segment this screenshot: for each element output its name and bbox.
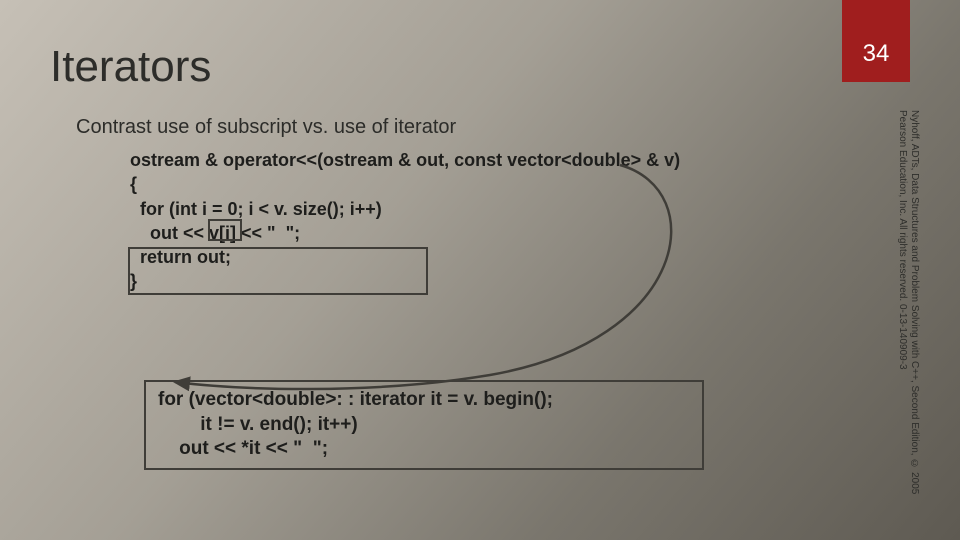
code-line: it != v. end(); it++) <box>158 414 358 435</box>
slide-title: Iterators <box>50 42 211 92</box>
page-number-box: 34 <box>842 0 910 82</box>
code-block-iterator: for (vector<double>: : iterator it = v. … <box>158 388 690 462</box>
box-iterator-code: for (vector<double>: : iterator it = v. … <box>144 380 704 470</box>
copyright-footer: Nyhoff, ADTs, Data Structures and Proble… <box>898 110 920 510</box>
page-number: 34 <box>863 40 890 68</box>
code-line: for (int i = 0; i < v. size(); i++) <box>130 199 382 219</box>
code-line: ostream & operator<<(ostream & out, cons… <box>130 150 680 170</box>
code-line: for (vector<double>: : iterator it = v. … <box>158 389 553 410</box>
box-return-highlight <box>128 247 428 295</box>
box-subscript-highlight <box>208 219 242 241</box>
slide: 34 Iterators Contrast use of subscript v… <box>0 0 960 540</box>
code-line: out << *it << " "; <box>158 438 328 459</box>
code-line: { <box>130 174 137 194</box>
subtitle-text: Contrast use of subscript vs. use of ite… <box>76 116 456 139</box>
